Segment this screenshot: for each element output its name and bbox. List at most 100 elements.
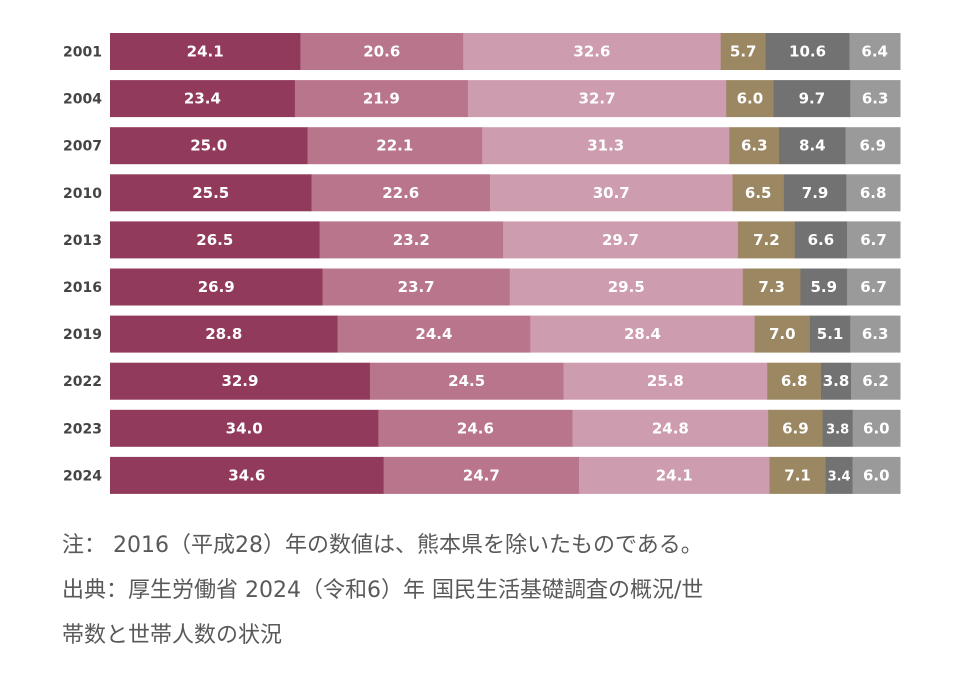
bar-segment-2001-5 [765,33,850,70]
data-label: 9.7 [799,90,826,108]
bar-segment-2024-6 [852,456,901,494]
data-label: 7.1 [784,466,811,484]
footnote-source-cont: 帯数と世帯人数の状況 [62,623,283,648]
category-label: 2013 [63,233,102,249]
bar-segment-2010-5 [783,174,847,212]
data-label: 6.8 [860,184,887,202]
bar-segment-2016-2 [322,268,511,306]
data-label: 24.1 [656,466,693,484]
bar-segment-2010-2 [311,174,491,212]
footnote-source: 出典：厚生労働省 2024（令和6）年 国民生活基礎調査の概況/世 [62,578,704,603]
bar-segment-2004-2 [294,80,469,118]
data-label: 7.3 [758,278,785,296]
bar-segment-2007-5 [779,127,846,165]
category-label: 2024 [63,468,102,484]
category-label: 2007 [63,139,102,155]
data-label: 6.0 [863,419,890,437]
bar-segment-2013-4 [737,221,796,259]
data-label: 10.6 [789,43,826,61]
footnote-note: 注： 2016（平成28）年の数値は、熊本県を除いたものである。 [62,533,703,558]
data-label: 28.4 [624,325,661,343]
data-label: 8.4 [799,137,826,155]
data-label: 22.6 [382,184,419,202]
data-label: 6.3 [741,137,768,155]
bar-segment-2004-1 [110,80,296,118]
bar-segment-2007-6 [845,127,901,165]
bar-segment-2010-1 [110,174,312,212]
bar-segment-2007-3 [482,127,730,165]
data-label: 6.2 [862,372,889,390]
bar-segment-2004-4 [726,80,775,118]
bar-segment-2022-5 [821,362,852,400]
data-label: 6.6 [808,231,835,249]
category-label: 2001 [63,45,102,61]
data-label: 23.7 [398,278,435,296]
bar-segment-2013-3 [503,221,739,259]
data-label: 5.1 [817,325,844,343]
bar-segment-2023-3 [572,409,769,447]
data-label: 25.8 [647,372,684,390]
data-label: 6.9 [859,137,886,155]
data-label: 7.2 [753,231,780,249]
bar-segment-2001-2 [300,33,464,70]
bar-segment-2001-3 [463,33,722,70]
bar-segment-2023-4 [768,409,824,447]
data-label: 6.5 [745,184,772,202]
data-label: 22.1 [376,137,413,155]
bar-segment-2004-5 [773,80,851,118]
data-label: 32.7 [579,90,616,108]
bar-segment-2019-1 [110,315,339,353]
data-label: 6.7 [860,278,887,296]
bar-segment-2016-3 [509,268,744,306]
bar-segment-2023-6 [852,409,901,447]
data-label: 24.5 [448,372,485,390]
category-label: 2022 [63,374,102,390]
bar-segment-2024-4 [769,456,827,494]
data-label: 6.3 [862,90,889,108]
category-label: 2004 [63,92,102,108]
data-label: 34.0 [226,419,263,437]
data-label: 3.8 [823,372,850,390]
bar-segment-2010-3 [489,174,734,212]
data-label: 21.9 [363,90,400,108]
bar-segment-2010-6 [846,174,901,212]
data-label: 6.3 [862,325,889,343]
bar-segment-2022-6 [851,362,901,400]
bar-segment-2022-2 [369,362,564,400]
bar-segment-2023-5 [822,409,854,447]
bar-segment-2022-3 [563,362,768,400]
data-label: 24.7 [463,466,500,484]
data-label: 20.6 [363,43,400,61]
bar-segment-2019-6 [850,315,901,353]
bar-segment-2016-5 [800,268,848,306]
data-label: 31.3 [587,137,624,155]
bar-segment-2013-2 [319,221,504,259]
bar-segment-2019-3 [530,315,756,353]
bar-segment-2016-4 [742,268,801,306]
category-label: 2016 [63,280,102,296]
data-label: 5.7 [730,43,757,61]
bar-segment-2023-1 [110,409,379,447]
data-label: 32.9 [221,372,258,390]
data-label: 24.4 [415,325,452,343]
data-label: 6.0 [863,466,890,484]
bar-segment-2023-2 [378,409,573,447]
bar-segment-2019-2 [337,315,531,353]
data-label: 23.4 [184,90,221,108]
bar-segment-2001-6 [849,33,901,70]
bar-segment-2024-3 [578,456,771,494]
bar-segment-2007-1 [110,127,308,165]
data-label: 24.8 [652,419,689,437]
data-label: 29.5 [608,278,645,296]
data-label: 25.5 [192,184,229,202]
data-label: 7.9 [802,184,829,202]
bar-segment-2001-1 [110,33,301,70]
data-label: 24.6 [457,419,494,437]
bar-segment-2001-4 [720,33,767,70]
data-label: 32.6 [573,43,610,61]
bar-segment-2016-1 [110,268,324,306]
data-label: 26.9 [198,278,235,296]
data-label: 23.2 [393,231,430,249]
bar-segment-2013-5 [794,221,848,259]
